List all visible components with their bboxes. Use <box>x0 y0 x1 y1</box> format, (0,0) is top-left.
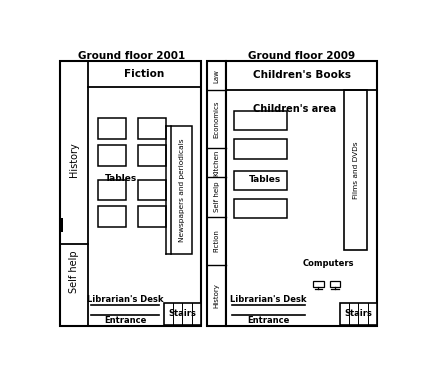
Text: Films and DVDs: Films and DVDs <box>352 141 358 199</box>
Bar <box>233 139 286 159</box>
Text: Entrance: Entrance <box>104 316 147 325</box>
Bar <box>98 118 126 139</box>
Text: Children's Books: Children's Books <box>252 70 350 80</box>
Text: Entrance: Entrance <box>247 316 289 325</box>
Text: Librarian's Desk: Librarian's Desk <box>230 295 306 305</box>
Text: History: History <box>69 143 79 177</box>
Text: History: History <box>213 283 219 308</box>
Bar <box>233 199 286 218</box>
Text: Computers: Computers <box>302 259 353 268</box>
Text: Tables: Tables <box>105 173 137 182</box>
Text: Fiction: Fiction <box>124 69 164 79</box>
Bar <box>138 180 165 201</box>
Text: Librarian's Desk: Librarian's Desk <box>87 295 164 305</box>
Text: Kitchen: Kitchen <box>213 149 219 175</box>
Bar <box>98 145 126 166</box>
Text: Self help: Self help <box>213 182 219 212</box>
Text: Newspapers and periodicals: Newspapers and periodicals <box>178 138 184 242</box>
Text: Children's area: Children's area <box>253 104 336 114</box>
Bar <box>329 281 340 287</box>
Bar <box>233 171 286 190</box>
Bar <box>207 61 226 326</box>
Bar <box>233 111 286 130</box>
Text: Fiction: Fiction <box>213 229 219 252</box>
Bar <box>98 206 126 227</box>
Bar <box>59 218 63 232</box>
Text: Ground floor 2009: Ground floor 2009 <box>248 51 354 61</box>
Bar <box>343 90 366 250</box>
Bar <box>98 180 126 201</box>
Bar <box>312 281 323 287</box>
Text: Ground floor 2001: Ground floor 2001 <box>78 51 184 61</box>
Text: Self help: Self help <box>69 251 79 293</box>
Bar <box>138 118 165 139</box>
Bar <box>226 61 376 326</box>
Bar <box>138 145 165 166</box>
Text: Economics: Economics <box>213 100 219 138</box>
Text: Stairs: Stairs <box>343 310 371 319</box>
Bar <box>138 206 165 227</box>
Bar <box>339 303 376 325</box>
Bar <box>60 61 200 326</box>
Text: Law: Law <box>213 69 219 83</box>
Text: Tables: Tables <box>248 175 281 184</box>
Bar <box>164 303 200 325</box>
Bar <box>170 126 192 254</box>
Text: Stairs: Stairs <box>168 310 196 319</box>
